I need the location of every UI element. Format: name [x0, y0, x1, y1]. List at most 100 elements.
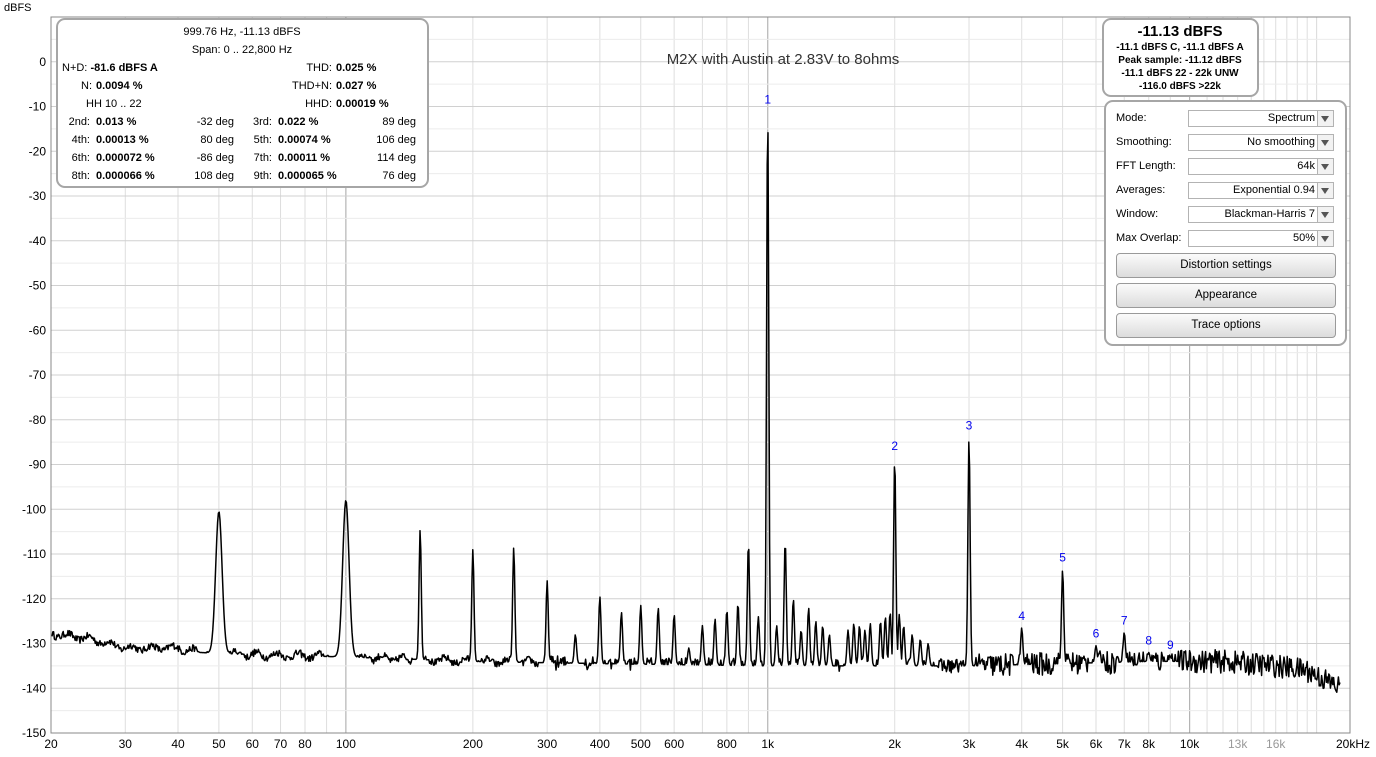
harmonic-value: 0.00011 %	[278, 152, 330, 164]
y-tick-label: -140	[22, 681, 46, 695]
x-tick-label: 1k	[761, 737, 775, 751]
y-tick-label: -120	[22, 592, 46, 606]
x-tick-label: 10k	[1180, 737, 1200, 751]
appearance-button[interactable]: Appearance	[1116, 283, 1336, 308]
harmonic-value: 0.00074 %	[278, 134, 331, 146]
harmonic-phase: -86 deg	[196, 152, 234, 164]
averages-label: Averages:	[1116, 184, 1166, 196]
y-tick-label: -150	[22, 726, 46, 740]
harmonic-name: 2nd:	[68, 116, 90, 128]
harmonic-phase: -32 deg	[196, 116, 234, 128]
nd-label: N+D:	[62, 62, 88, 74]
distortion-settings-button[interactable]: Distortion settings	[1116, 253, 1336, 278]
x-tick-label: 20	[44, 737, 58, 751]
y-tick-label: -30	[29, 189, 47, 203]
above-22k-readout: -116.0 dBFS >22k	[1139, 81, 1221, 92]
harmonic-name: 5th:	[253, 134, 272, 146]
y-tick-label: -70	[29, 368, 47, 382]
thd-label: THD:	[306, 62, 332, 74]
harmonic-value: 0.000065 %	[278, 170, 337, 182]
y-tick-label: -60	[29, 323, 47, 337]
harmonic-markers: 1 2 3 4 5 6 7 8 9	[764, 93, 1174, 652]
y-tick-label: 0	[39, 55, 46, 69]
harmonic-marker-label: 7	[1121, 613, 1128, 627]
level-readout-panel: -11.13 dBFS -11.1 dBFS C, -11.1 dBFS A P…	[1102, 18, 1259, 97]
y-tick-label: -10	[29, 100, 47, 114]
y-tick-label: -110	[23, 547, 46, 561]
mode-value: Spectrum	[1267, 112, 1315, 124]
y-tick-labels: 0 -10 -20 -30 -40 -50 -60 -70 -80 -90 -100 -110 -120…	[22, 55, 46, 740]
x-tick-label: 400	[590, 737, 610, 751]
trace-options-button[interactable]: Trace options	[1116, 313, 1336, 338]
fft-length-select[interactable]: 64k	[1188, 158, 1334, 175]
frequency-level-readout: 999.76 Hz, -11.13 dBFS	[183, 26, 301, 38]
span-label: Span:	[191, 44, 221, 56]
x-tick-label: 30	[119, 737, 133, 751]
weighted-level-readout: -11.1 dBFS C, -11.1 dBFS A	[1116, 42, 1244, 53]
harmonic-value: 0.000066 %	[96, 170, 155, 182]
y-tick-label: -50	[29, 279, 47, 293]
x-tick-label: 8k	[1142, 737, 1156, 751]
unweighted-level-readout: -11.1 dBFS 22 - 22k UNW	[1121, 68, 1239, 79]
harmonic-marker-label: 1	[764, 93, 771, 107]
x-tick-label: 4k	[1015, 737, 1029, 751]
x-tick-label: 300	[537, 737, 557, 751]
harmonic-name: 9th:	[253, 170, 272, 182]
span-value: 0 .. 22,800 Hz	[223, 44, 293, 56]
chevron-down-icon	[1317, 159, 1333, 174]
x-tick-label: 50	[212, 737, 226, 751]
harmonic-phase: 89 deg	[382, 116, 416, 128]
smoothing-select[interactable]: No smoothing	[1188, 134, 1334, 151]
fft-length-value: 64k	[1297, 160, 1315, 172]
distortion-info-panel: 999.76 Hz, -11.13 dBFS Span: 0 .. 22,800…	[56, 18, 429, 188]
x-tick-label: 20kHz	[1336, 737, 1370, 751]
window-select[interactable]: Blackman-Harris 7	[1188, 206, 1334, 223]
span-readout: Span: 0 .. 22,800 Hz	[58, 44, 426, 56]
mode-select[interactable]: Spectrum	[1188, 110, 1334, 127]
harmonic-name: 7th:	[253, 152, 272, 164]
main-level-readout: -11.13 dBFS	[1137, 23, 1223, 40]
nd-readout: N+D: -81.6 dBFS A	[62, 62, 158, 74]
hhd-value: 0.00019 %	[336, 98, 389, 110]
chart-axes	[50, 16, 1351, 734]
y-axis-label: dBFS	[4, 2, 32, 14]
n-label: N:	[81, 80, 92, 92]
harmonic-name: 4th:	[71, 134, 90, 146]
x-tick-label: 5k	[1056, 737, 1070, 751]
harmonic-name: 3rd:	[253, 116, 272, 128]
max-overlap-select[interactable]: 50%	[1188, 230, 1334, 247]
harmonic-marker-label: 6	[1093, 627, 1100, 641]
x-tick-label: 40	[171, 737, 185, 751]
harmonic-marker-label: 2	[891, 439, 898, 453]
y-tick-label: -80	[29, 413, 47, 427]
y-tick-label: -100	[22, 502, 46, 516]
x-tick-labels: 20 30 40 50 60 70 80 100 200 300 400 500 600 800 1k 2k 3…	[44, 737, 1370, 751]
harmonic-phase: 114 deg	[377, 152, 416, 164]
max-overlap-value: 50%	[1292, 232, 1315, 244]
harmonic-marker-label: 4	[1018, 609, 1025, 623]
x-tick-label: 16k	[1266, 737, 1286, 751]
fft-length-label: FFT Length:	[1116, 160, 1176, 172]
x-tick-label: 80	[298, 737, 312, 751]
harmonic-phase: 80 deg	[200, 134, 234, 146]
peak-sample-readout: Peak sample: -11.12 dBFS	[1118, 55, 1242, 66]
harmonic-marker-label: 3	[966, 419, 973, 433]
x-tick-label: 60	[246, 737, 260, 751]
spectrum-trace	[51, 132, 1341, 693]
x-tick-label: 500	[631, 737, 651, 751]
harmonic-value: 0.013 %	[96, 116, 137, 128]
nd-value: -81.6 dBFS A	[90, 62, 158, 74]
y-tick-label: -90	[29, 458, 47, 472]
chevron-down-icon	[1317, 231, 1333, 246]
harmonic-marker-label: 8	[1145, 633, 1152, 647]
smoothing-value: No smoothing	[1247, 136, 1315, 148]
harmonic-value: 0.00013 %	[96, 134, 149, 146]
window-label: Window:	[1116, 208, 1159, 220]
thdn-label: THD+N:	[291, 80, 332, 92]
chevron-down-icon	[1317, 135, 1333, 150]
chevron-down-icon	[1317, 183, 1333, 198]
x-tick-label: 600	[664, 737, 684, 751]
thdn-value: 0.027 %	[336, 80, 377, 92]
averages-select[interactable]: Exponential 0.94	[1188, 182, 1334, 199]
